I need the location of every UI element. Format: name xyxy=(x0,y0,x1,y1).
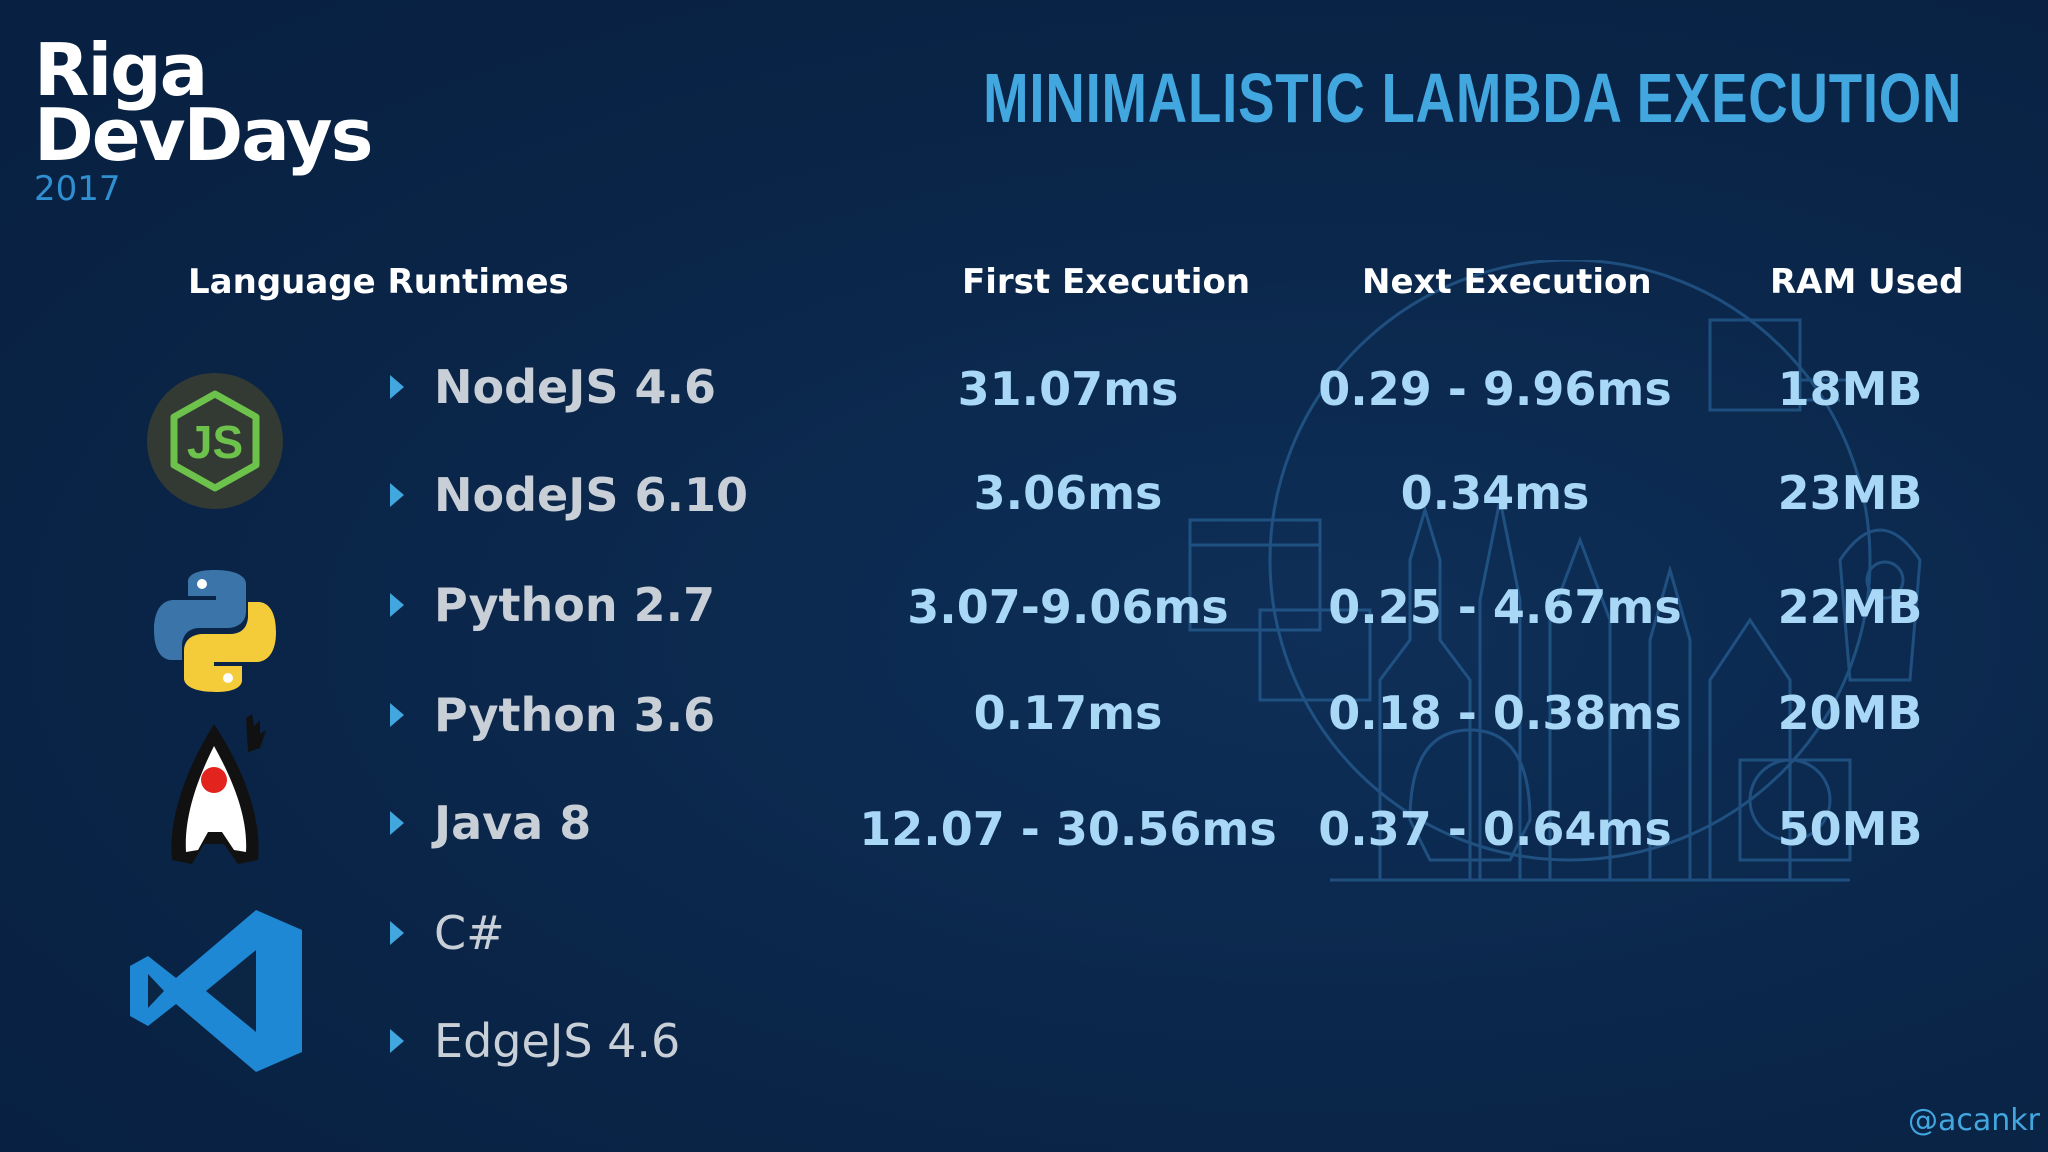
runtime-name: C# xyxy=(434,906,505,960)
header-first-execution: First Execution xyxy=(962,262,1251,302)
runtime-name: NodeJS 6.10 xyxy=(434,468,748,522)
logo-year: 2017 xyxy=(34,168,121,209)
runtime-name: Java 8 xyxy=(434,796,592,850)
runtime-row-nodejs-6-10: NodeJS 6.10 xyxy=(390,468,748,522)
runtime-row-java-8: Java 8 xyxy=(390,796,591,850)
next-execution-value: 0.25 - 4.67ms xyxy=(1328,580,1682,634)
runtime-row-nodejs-4-6: NodeJS 4.6 xyxy=(390,360,716,414)
first-execution-value: 3.07-9.06ms xyxy=(907,580,1229,634)
ram-used-value: 23MB xyxy=(1777,466,1923,520)
next-execution-value: 0.34ms xyxy=(1400,466,1590,520)
first-execution-value: 31.07ms xyxy=(957,362,1179,416)
bullet-arrow-icon xyxy=(390,375,404,399)
runtime-row-python-2-7: Python 2.7 xyxy=(390,578,715,632)
first-execution-value: 0.17ms xyxy=(973,686,1163,740)
header-language-runtimes: Language Runtimes xyxy=(188,262,569,302)
first-execution-value: 12.07 - 30.56ms xyxy=(859,802,1277,856)
ram-used-value: 20MB xyxy=(1777,686,1923,740)
header-ram-used: RAM Used xyxy=(1770,262,1964,302)
next-execution-value: 0.29 - 9.96ms xyxy=(1318,362,1672,416)
header-next-execution: Next Execution xyxy=(1362,262,1652,302)
ram-used-value: 50MB xyxy=(1777,802,1923,856)
bullet-arrow-icon xyxy=(390,811,404,835)
bullet-arrow-icon xyxy=(390,703,404,727)
logo-line-1: Riga xyxy=(34,28,208,112)
runtime-row-python-3-6: Python 3.6 xyxy=(390,688,715,742)
nodejs-icon: JS xyxy=(147,373,283,509)
ram-used-value: 22MB xyxy=(1777,580,1923,634)
logo-line-2: DevDays xyxy=(34,92,373,177)
visual-studio-icon xyxy=(130,910,302,1072)
ram-used-value: 18MB xyxy=(1777,362,1923,416)
riga-devdays-logo: Riga DevDays 2017 xyxy=(34,28,373,209)
runtime-name: NodeJS 4.6 xyxy=(434,360,716,414)
next-execution-value: 0.37 - 0.64ms xyxy=(1318,802,1672,856)
java-duke-icon xyxy=(171,714,266,864)
riga-illustration-background xyxy=(1188,260,1922,882)
twitter-handle: @acankr xyxy=(1908,1103,2040,1138)
runtime-name: EdgeJS 4.6 xyxy=(434,1014,681,1068)
bullet-arrow-icon xyxy=(390,1029,404,1053)
svg-text:JS: JS xyxy=(187,416,243,468)
python-icon xyxy=(154,570,276,692)
runtime-row-edgejs-4-6: EdgeJS 4.6 xyxy=(390,1014,680,1068)
next-execution-value: 0.18 - 0.38ms xyxy=(1328,686,1682,740)
bullet-arrow-icon xyxy=(390,921,404,945)
bullet-arrow-icon xyxy=(390,483,404,507)
runtime-name: Python 2.7 xyxy=(434,578,716,632)
slide-title: MINIMALISTIC LAMBDA EXECUTION xyxy=(982,59,1962,137)
bullet-arrow-icon xyxy=(390,593,404,617)
first-execution-value: 3.06ms xyxy=(973,466,1163,520)
runtime-name: Python 3.6 xyxy=(434,688,716,742)
runtime-row-csharp: C# xyxy=(390,906,505,960)
